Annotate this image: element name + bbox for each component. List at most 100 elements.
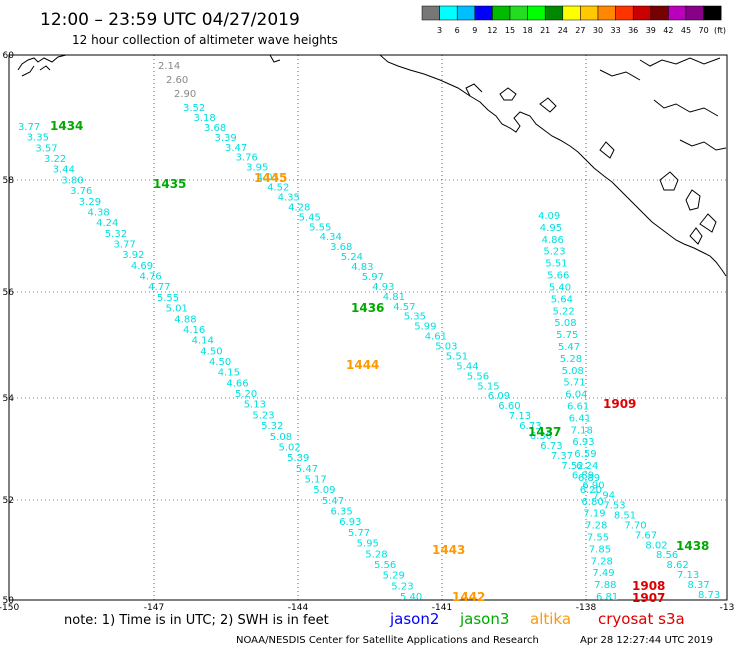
- wave-height-label: 4.93: [372, 282, 394, 293]
- pass-time-label: 1445: [254, 171, 287, 185]
- colorbar-unit: (ft): [714, 26, 726, 35]
- wave-height-label: 5.45: [299, 212, 321, 223]
- wave-height-label: 3.95: [246, 163, 268, 174]
- wave-height-label: 2.90: [174, 89, 196, 100]
- lon-tick-label: -141: [432, 603, 452, 613]
- map-frame: [8, 54, 728, 601]
- pass-time-label: 1444: [346, 358, 379, 372]
- wave-height-label: 5.97: [362, 272, 384, 283]
- wave-height-label: 7.37: [551, 451, 573, 462]
- wave-height-label: 3.92: [122, 250, 144, 261]
- wave-height-label: 5.51: [545, 259, 567, 270]
- colorbar-swatch: [474, 5, 493, 21]
- wave-height-label: 7.18: [571, 425, 593, 436]
- colorbar-label: 27: [575, 26, 585, 35]
- colorbar-label: 39: [646, 26, 656, 35]
- wave-height-label: 8.02: [645, 540, 667, 551]
- colorbar-label: 6: [455, 26, 460, 35]
- pass-time-label: 1443: [432, 543, 465, 557]
- wave-height-label: 3.76: [70, 186, 92, 197]
- wave-height-label: 4.52: [267, 183, 289, 194]
- wave-height-label: 3.35: [27, 133, 49, 144]
- wave-height-label: 3.80: [61, 175, 83, 186]
- colorbar-label: 24: [558, 26, 568, 35]
- wave-height-label: 5.56: [467, 371, 489, 382]
- wave-height-label: 4.15: [218, 368, 240, 379]
- wave-height-label: 5.75: [556, 330, 578, 341]
- wave-height-label: 5.08: [562, 366, 584, 377]
- pass-time-label: 1435: [153, 177, 186, 191]
- wave-height-label: 6.93: [339, 517, 361, 528]
- wave-height-label: 4.95: [540, 223, 562, 234]
- mission-legend-item: altika: [530, 610, 571, 628]
- wave-height-label: 5.03: [435, 342, 457, 353]
- colorbar-swatch: [615, 5, 634, 21]
- wave-height-label: 5.02: [279, 443, 301, 454]
- pass-time-label: 1437: [528, 425, 561, 439]
- pass-time-label: 1442: [452, 590, 485, 604]
- colorbar-label: 15: [505, 26, 515, 35]
- coastline: [17, 54, 727, 277]
- wave-height-label: 7.70: [624, 520, 646, 531]
- wave-height-label: 6.60: [498, 401, 520, 412]
- wave-height-label: 6.04: [565, 390, 587, 401]
- colorbar-label: 3: [437, 26, 442, 35]
- colorbar-swatch: [421, 5, 440, 21]
- lat-tick-label: 60: [3, 51, 15, 61]
- altimeter-tracks: 2.142.602.903.773.353.573.223.443.803.76…: [18, 61, 720, 603]
- mission-legend-item: cryosat s3a: [598, 610, 685, 628]
- wave-height-label: 5.32: [105, 229, 127, 240]
- wave-height-label: 5.99: [414, 322, 436, 333]
- pass-labels: 1434 1435 1436 1437 1438 1445 1444 1443 1442 1909…: [50, 119, 709, 605]
- lon-tick-label: -147: [144, 603, 164, 613]
- wave-height-label: 6.24: [576, 461, 598, 472]
- mission-legend-item: jason2: [389, 610, 439, 628]
- wave-height-label: 6.59: [574, 449, 596, 460]
- wave-height-label: 7.53: [603, 501, 625, 512]
- wave-height-label: 4.81: [383, 292, 405, 303]
- colorbar-label: 30: [593, 26, 603, 35]
- wave-height-label: 3.57: [35, 143, 57, 154]
- wave-height-label: 5.22: [553, 306, 575, 317]
- pass-time-label: 1436: [351, 301, 384, 315]
- mission-legend: jason2 jason3 altika cryosat s3a: [389, 610, 685, 628]
- wave-height-label: 7.94: [593, 491, 615, 502]
- wave-height-label: 5.28: [560, 354, 582, 365]
- wave-height-label: 2.14: [158, 61, 180, 72]
- wave-height-label: 7.55: [587, 533, 609, 544]
- wave-height-label: 7.88: [594, 580, 616, 591]
- wave-height-label: 4.05: [257, 173, 279, 184]
- wave-height-label: 5.13: [244, 400, 266, 411]
- wave-height-label: 7.19: [583, 509, 605, 520]
- colorbar-label: 70: [699, 26, 709, 35]
- wave-height-label: 5.47: [322, 496, 344, 507]
- wave-height-label: 5.64: [551, 294, 573, 305]
- wave-height-label: 5.40: [400, 592, 422, 603]
- wave-height-label: 7.52: [561, 461, 583, 472]
- wave-height-label: 5.23: [543, 247, 565, 258]
- wave-height-label: 4.28: [288, 202, 310, 213]
- wave-height-label: 5.29: [383, 571, 405, 582]
- colorbar-swatch: [650, 5, 669, 21]
- wave-height-label: 4.66: [226, 378, 248, 389]
- map-title: 12:00 – 23:59 UTC 04/27/2019: [40, 10, 300, 30]
- wave-height-label: 5.71: [563, 378, 585, 389]
- wave-height-label: 6.90: [582, 481, 604, 492]
- map-subtitle: 12 hour collection of altimeter wave hei…: [72, 33, 338, 47]
- wave-height-label: 7.49: [592, 568, 614, 579]
- wave-height-label: 4.83: [351, 262, 373, 273]
- wave-height-label: 6.35: [331, 507, 353, 518]
- wave-height-label: 6.73: [519, 421, 541, 432]
- wave-height-label: 6.93: [572, 437, 594, 448]
- wave-height-label: 6.80: [582, 497, 604, 508]
- wave-height-label: 5.55: [309, 222, 331, 233]
- wave-height-label: 4.88: [174, 314, 196, 325]
- wave-height-label: 4.50: [209, 357, 231, 368]
- wave-height-label: 5.09: [313, 485, 335, 496]
- wave-height-label: 3.77: [114, 240, 136, 251]
- wave-height-label: 4.09: [538, 211, 560, 222]
- wave-height-label: 8.56: [656, 550, 678, 561]
- wave-height-label: 5.15: [477, 381, 499, 392]
- lon-tick-label: -144: [288, 603, 309, 613]
